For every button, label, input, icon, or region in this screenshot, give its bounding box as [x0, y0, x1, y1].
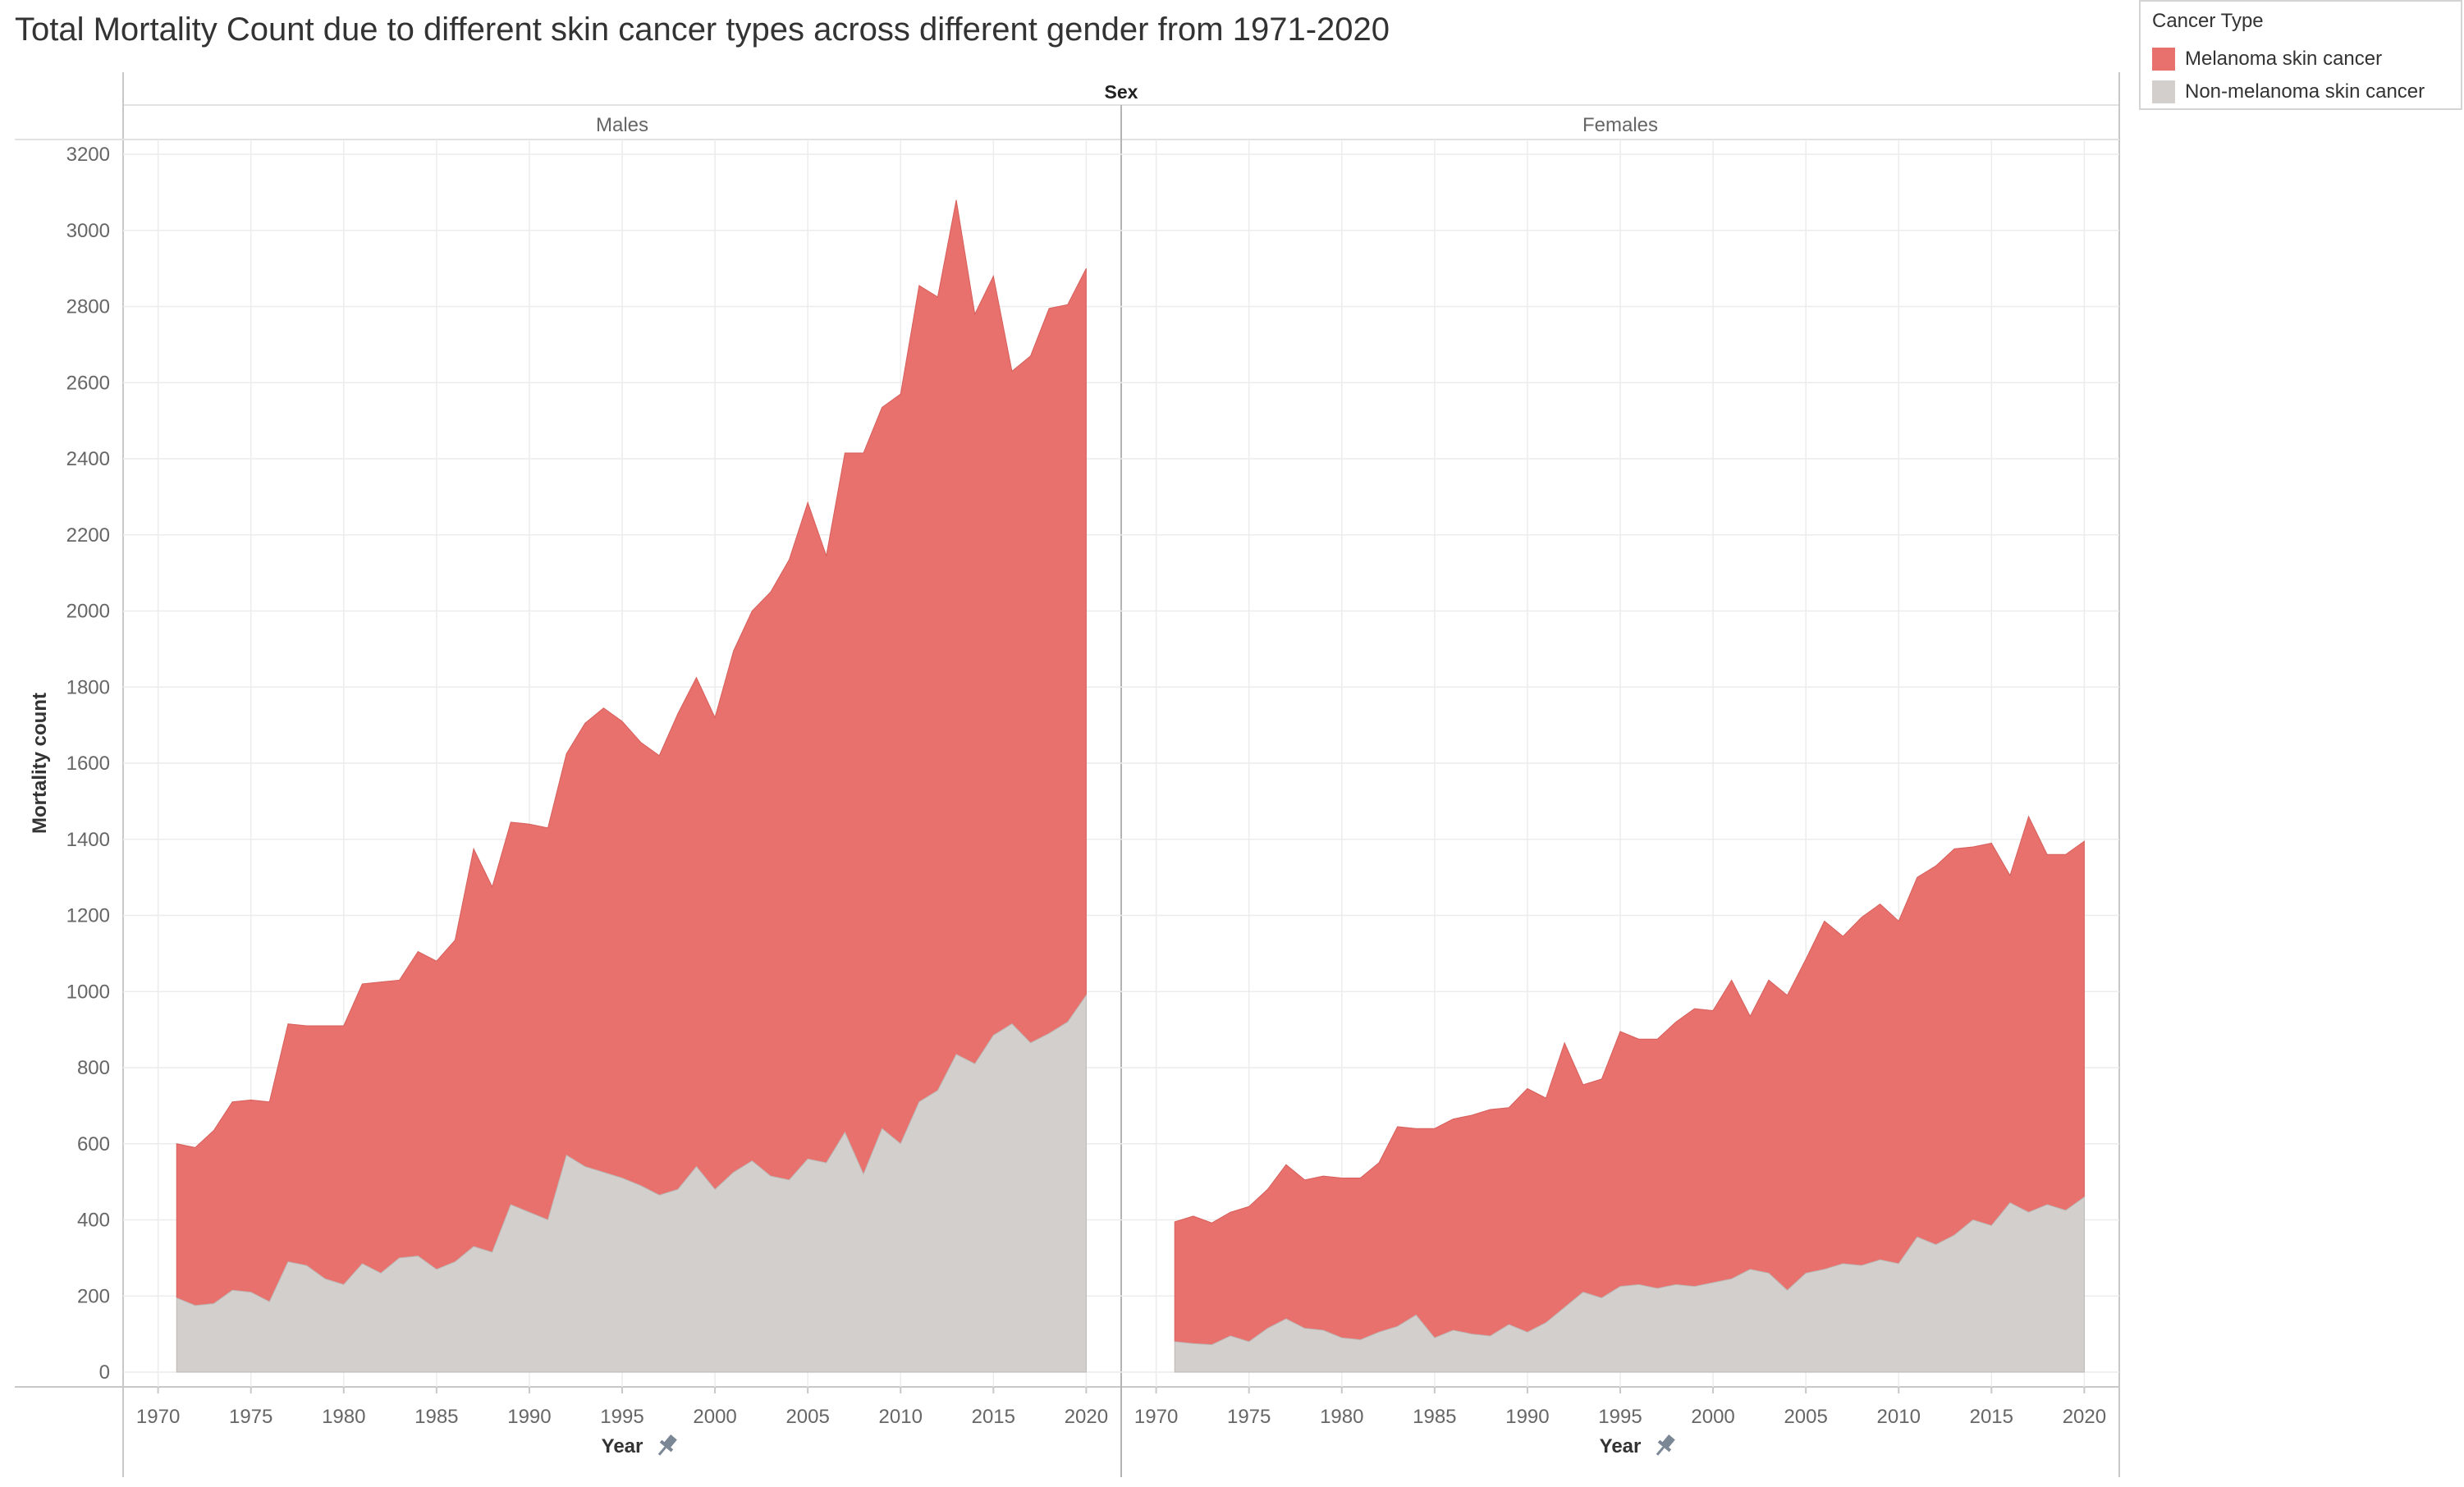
labels: Sex Mortality count Males Year Females Year	[29, 81, 1675, 1457]
y-tick-label: 600	[77, 1133, 110, 1155]
y-axis-title: Mortality count	[29, 693, 51, 834]
x-tick-label: 2005	[1784, 1406, 1827, 1428]
y-tick-label: 0	[99, 1361, 110, 1384]
x-tick-label: 1980	[1320, 1406, 1363, 1428]
x-tick-label: 1985	[1413, 1406, 1456, 1428]
legend-item-melanoma[interactable]: Melanoma skin cancer	[2152, 46, 2382, 72]
legend: Cancer Type Melanoma skin cancer Non-mel…	[2139, 0, 2462, 110]
area-series	[176, 199, 2085, 1373]
legend-swatch-non-melanoma	[2152, 80, 2175, 103]
legend-label-non-melanoma: Non-melanoma skin cancer	[2185, 80, 2425, 103]
y-tick-label: 1400	[66, 829, 110, 851]
area-non-melanoma-females	[1174, 1196, 2085, 1373]
axes: 0 200 400 600 800 1000 1200 1400 1600 1800 2000 220…	[66, 144, 2106, 1428]
x-tick-label: 2015	[1970, 1406, 2013, 1428]
legend-item-non-melanoma[interactable]: Non-melanoma skin cancer	[2152, 79, 2425, 105]
x-tick-label: 1970	[136, 1406, 180, 1428]
x-tick-label: 2010	[879, 1406, 923, 1428]
x-tick-label: 2005	[785, 1406, 829, 1428]
y-tick-label: 400	[77, 1210, 110, 1232]
x-tick-label: 1980	[322, 1406, 365, 1428]
pin-icon-needle	[657, 1446, 666, 1456]
y-tick-label: 2600	[66, 372, 110, 394]
pin-icon-needle	[1656, 1446, 1665, 1456]
y-tick-label: 3000	[66, 220, 110, 242]
x-tick-label: 1975	[229, 1406, 273, 1428]
x-tick-label: 2020	[1065, 1406, 1108, 1428]
y-tick-label: 2400	[66, 448, 110, 470]
legend-title: Cancer Type	[2152, 10, 2264, 32]
pin-icon-base	[1657, 1439, 1672, 1453]
legend-swatch-melanoma	[2152, 48, 2175, 71]
y-tick-label: 2200	[66, 524, 110, 547]
x-tick-label: 2000	[1691, 1406, 1734, 1428]
pin-icon	[1656, 1434, 1675, 1456]
y-tick-label: 800	[77, 1057, 110, 1079]
y-tick-label: 1800	[66, 676, 110, 698]
x-axis-title: Year	[1600, 1435, 1642, 1457]
x-tick-label: 1990	[507, 1406, 551, 1428]
pin-icon-base	[659, 1439, 674, 1453]
y-tick-label: 200	[77, 1285, 110, 1307]
x-tick-label: 2000	[693, 1406, 736, 1428]
y-tick-label: 1600	[66, 753, 110, 775]
y-tick-label: 1200	[66, 905, 110, 927]
facet-label-females: Females	[1582, 114, 1658, 136]
y-tick-label: 1000	[66, 981, 110, 1003]
y-tick-label: 2800	[66, 296, 110, 318]
x-tick-label: 1990	[1505, 1406, 1549, 1428]
x-tick-label: 1995	[600, 1406, 643, 1428]
pin-icon	[657, 1434, 677, 1456]
x-tick-label: 1975	[1227, 1406, 1271, 1428]
x-tick-label: 2010	[1877, 1406, 1921, 1428]
legend-label-melanoma: Melanoma skin cancer	[2185, 48, 2383, 70]
x-tick-label: 2020	[2063, 1406, 2106, 1428]
x-tick-label: 1970	[1134, 1406, 1178, 1428]
x-axis-title: Year	[602, 1435, 643, 1457]
area-non-melanoma-males	[176, 994, 1087, 1373]
y-tick-label: 3200	[66, 144, 110, 166]
x-tick-label: 2015	[972, 1406, 1015, 1428]
chart-title: Total Mortality Count due to different s…	[15, 11, 1390, 48]
facet-header-label: Sex	[1105, 81, 1138, 103]
facet-label-males: Males	[596, 114, 648, 136]
x-tick-label: 1985	[414, 1406, 458, 1428]
y-tick-label: 2000	[66, 601, 110, 623]
x-tick-label: 1995	[1598, 1406, 1642, 1428]
